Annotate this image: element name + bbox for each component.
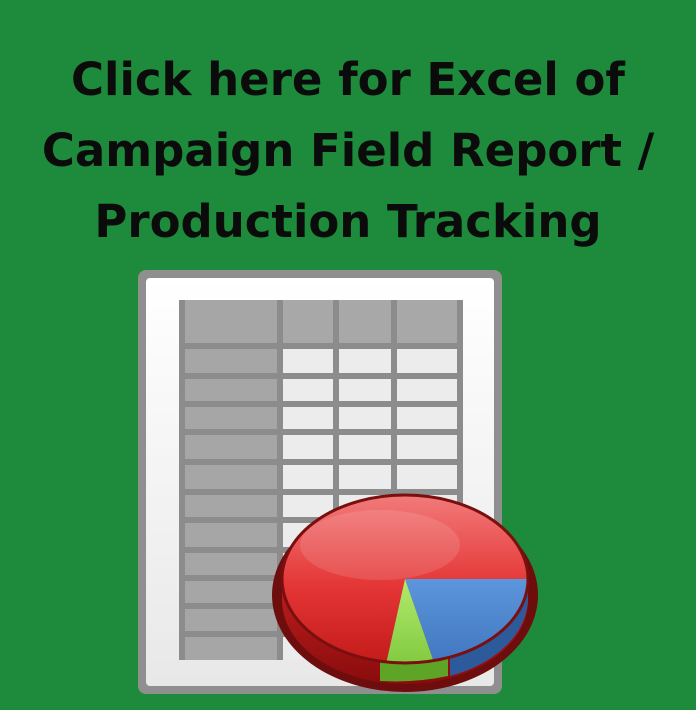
pie-top-rim: [280, 493, 530, 665]
sheet-first-column: [180, 300, 280, 660]
headline: Click here for Excel of Campaign Field R…: [0, 44, 696, 257]
pie-slice-green: [378, 579, 447, 663]
pie-chart-graphic: [272, 493, 538, 692]
sheet-row-lines: [180, 343, 462, 637]
headline-line-1: Click here for Excel of: [71, 53, 625, 106]
headline-line-3: Production Tracking: [94, 195, 602, 248]
pie-slice-blue: [405, 579, 528, 663]
headline-line-2: Campaign Field Report /: [41, 124, 655, 177]
pie-highlight: [300, 510, 460, 580]
